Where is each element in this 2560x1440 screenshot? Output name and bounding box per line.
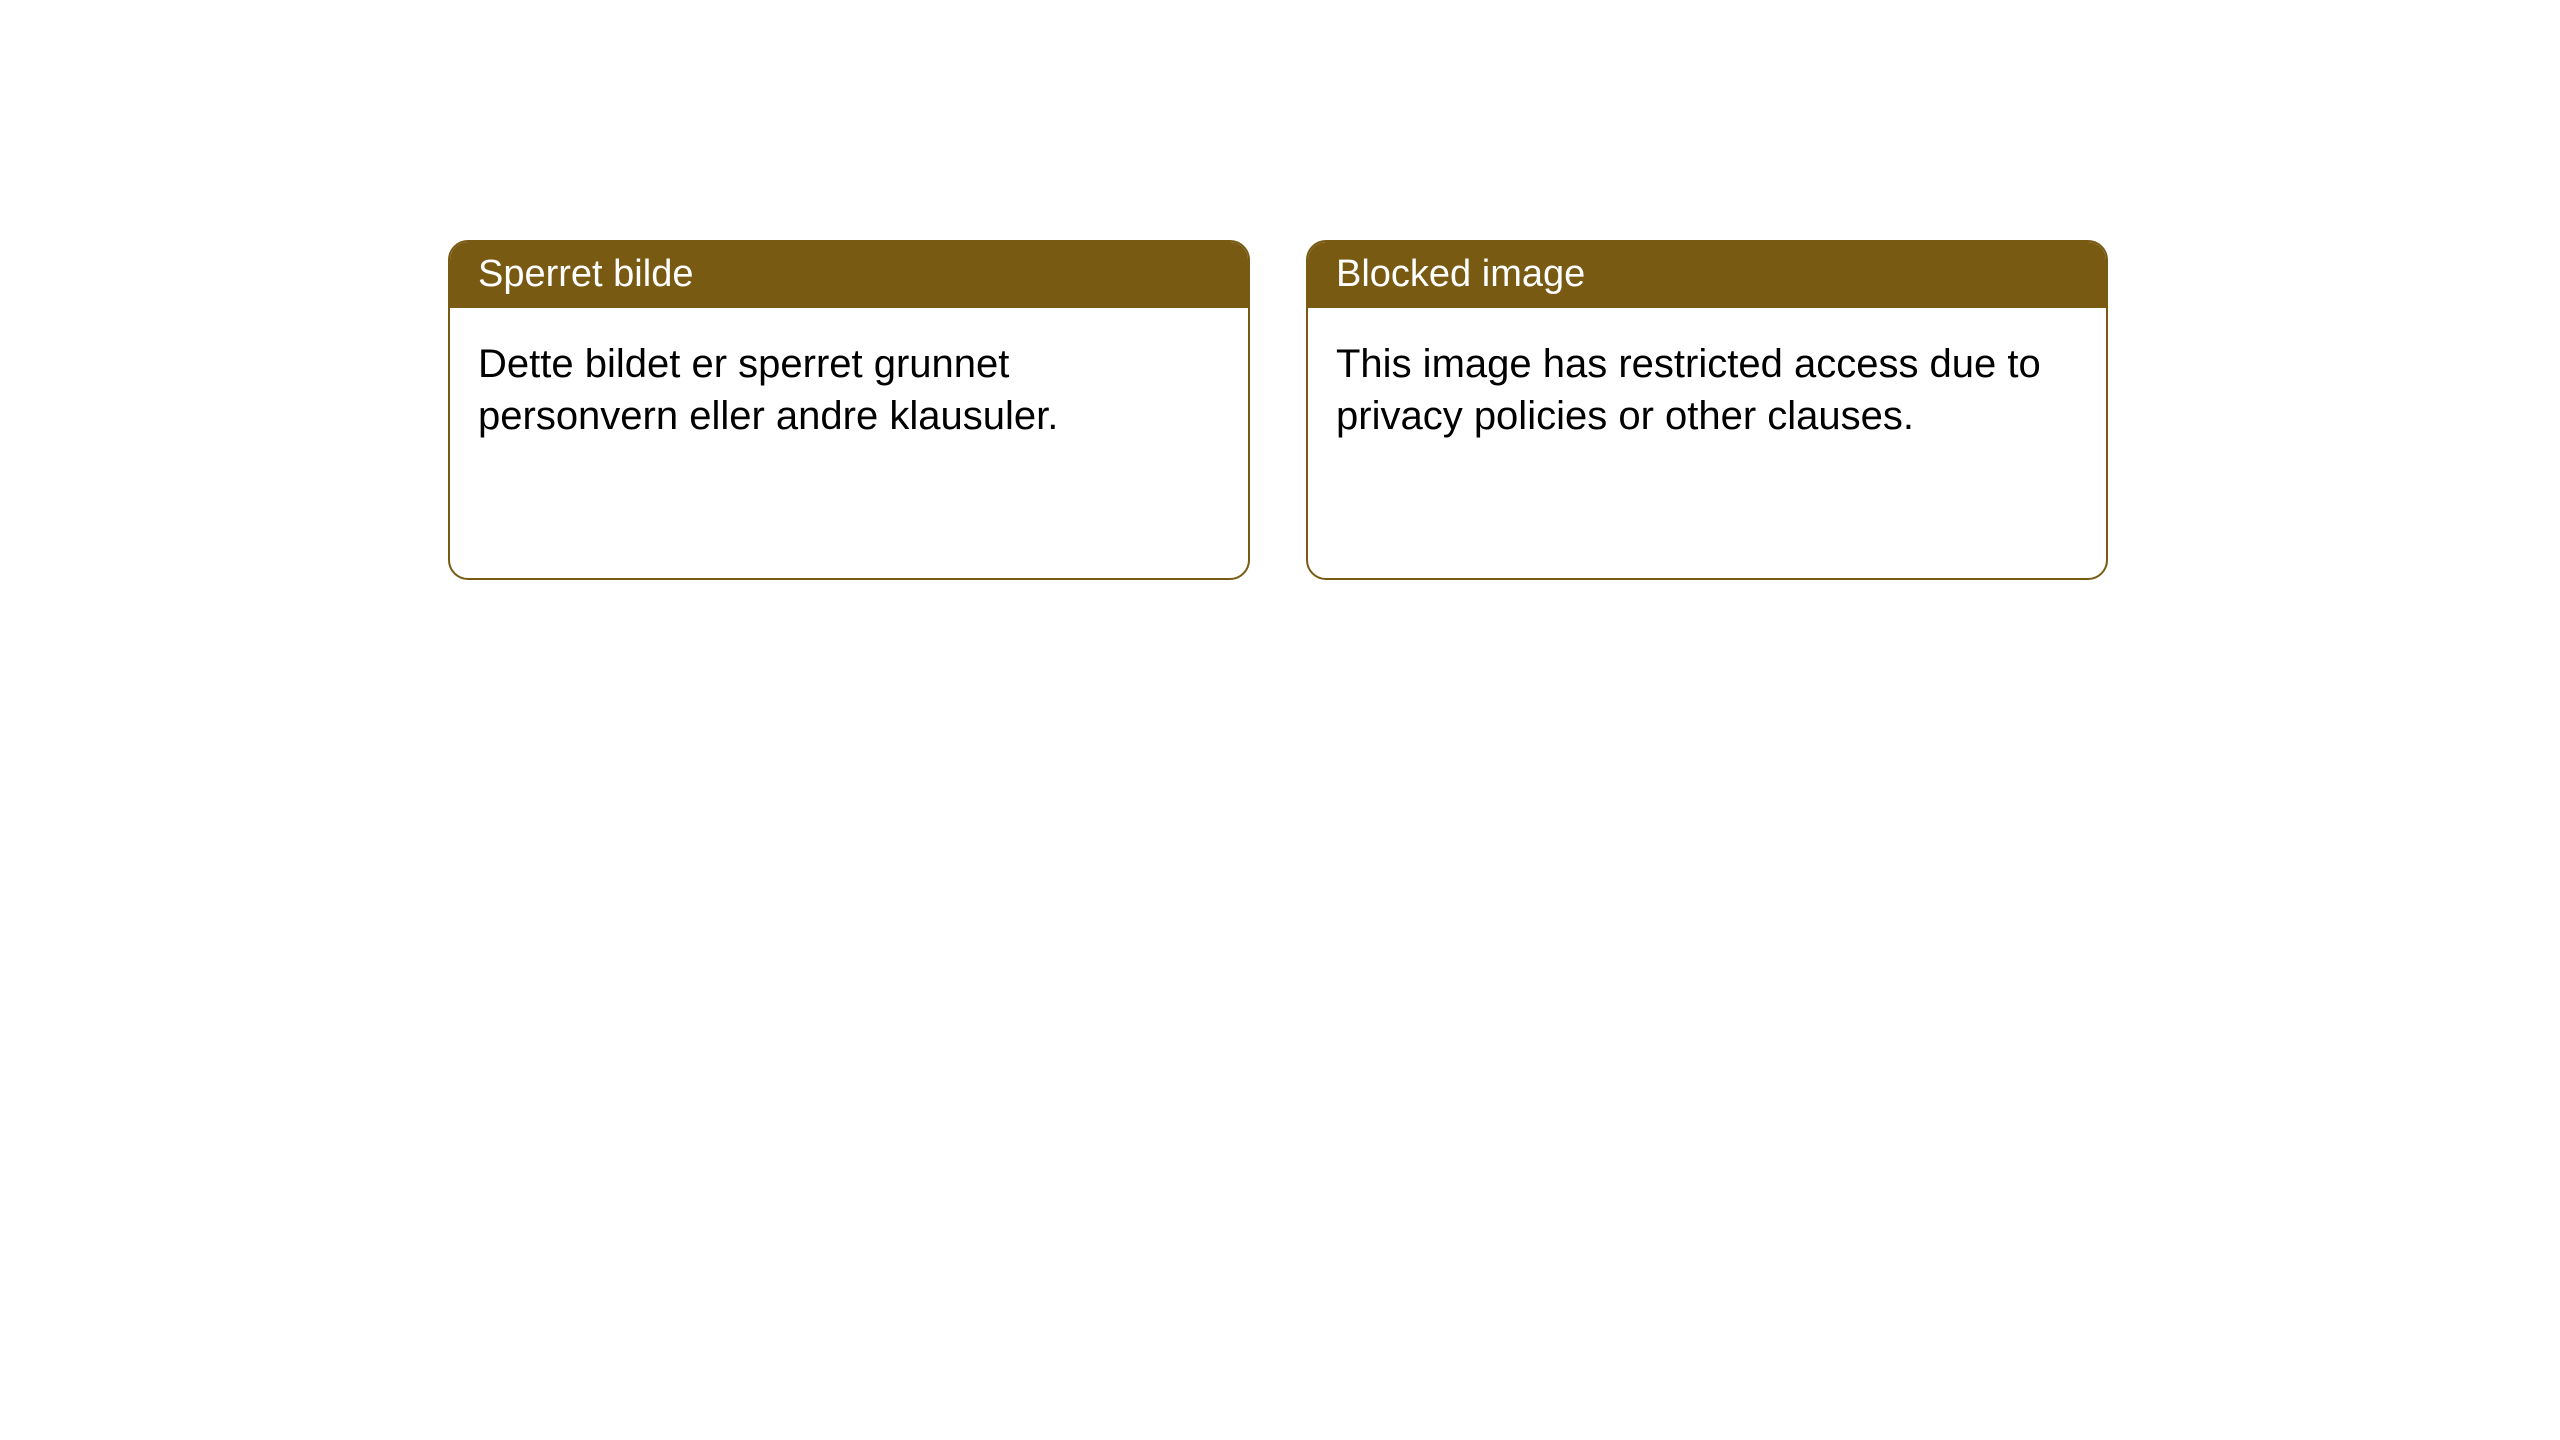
notice-container: Sperret bilde Dette bildet er sperret gr… <box>0 0 2560 580</box>
notice-body-text: Dette bildet er sperret grunnet personve… <box>478 342 1058 438</box>
notice-body: This image has restricted access due to … <box>1308 308 2106 578</box>
notice-body: Dette bildet er sperret grunnet personve… <box>450 308 1248 578</box>
notice-card-english: Blocked image This image has restricted … <box>1306 240 2108 580</box>
notice-title: Sperret bilde <box>478 253 693 295</box>
notice-header: Blocked image <box>1308 242 2106 308</box>
notice-card-norwegian: Sperret bilde Dette bildet er sperret gr… <box>448 240 1250 580</box>
notice-header: Sperret bilde <box>450 242 1248 308</box>
notice-body-text: This image has restricted access due to … <box>1336 342 2041 438</box>
notice-title: Blocked image <box>1336 253 1585 295</box>
